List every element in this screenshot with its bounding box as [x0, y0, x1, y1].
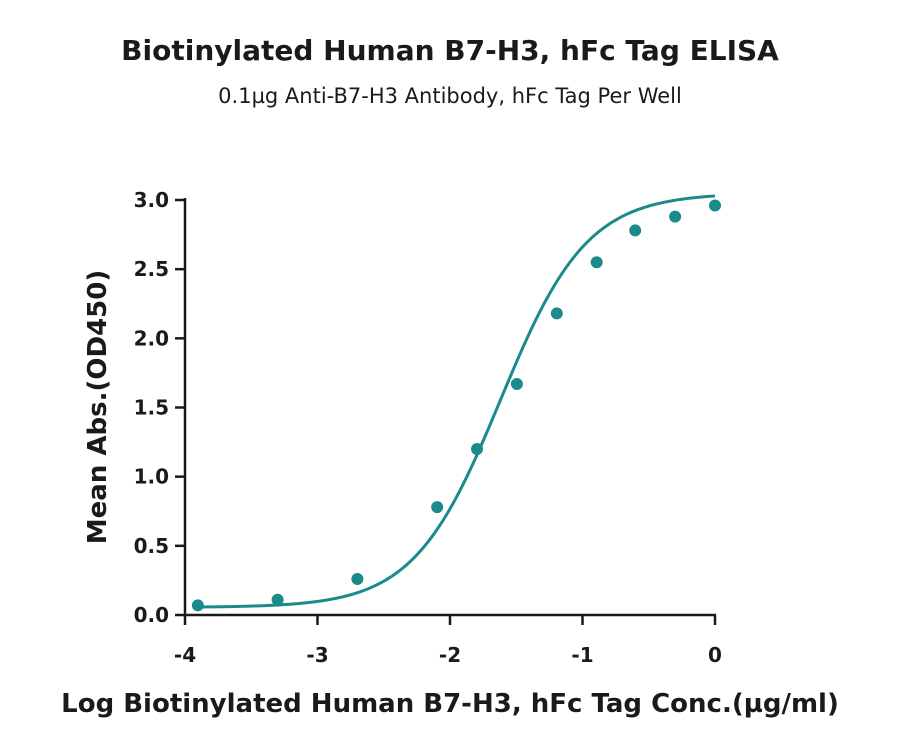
y-tick-label: 1.5 — [134, 396, 169, 420]
data-point — [191, 599, 204, 612]
y-axis-title: Mean Abs.(OD450) — [83, 270, 113, 544]
y-tick-label: 3.0 — [134, 188, 169, 212]
y-tick-label: 2.0 — [134, 326, 169, 350]
data-point — [709, 199, 721, 212]
data-point — [351, 573, 364, 586]
x-axis-title: Log Biotinylated Human B7-H3, hFc Tag Co… — [61, 689, 839, 719]
fit-curve-line — [197, 194, 716, 609]
data-point — [271, 593, 284, 606]
data-point — [431, 501, 444, 514]
y-tick-label: 0.0 — [134, 603, 169, 627]
x-tick-label: -1 — [571, 643, 593, 667]
x-tick-label: 0 — [708, 643, 722, 667]
y-tick-label: 0.5 — [134, 534, 169, 558]
data-point — [590, 256, 603, 269]
data-point — [510, 377, 523, 390]
data-point — [669, 210, 682, 223]
data-point — [471, 443, 484, 455]
y-tick-label: 2.5 — [134, 257, 169, 281]
axes: 0.0 0.5 1.0 1.5 2.0 2.5 3.0 -4 -3 -2 -1 0 — [134, 188, 722, 667]
chart-subtitle: 0.1µg Anti-B7-H3 Antibody, hFc Tag Per W… — [218, 84, 682, 108]
x-tick-label: -4 — [174, 643, 196, 667]
data-point — [550, 307, 563, 320]
x-tick-label: -2 — [439, 643, 461, 667]
chart-title: Biotinylated Human B7-H3, hFc Tag ELISA — [121, 34, 779, 67]
data-point — [629, 224, 642, 237]
x-tick-label: -3 — [306, 643, 328, 667]
y-tick-label: 1.0 — [134, 465, 169, 489]
data-points — [191, 199, 721, 612]
